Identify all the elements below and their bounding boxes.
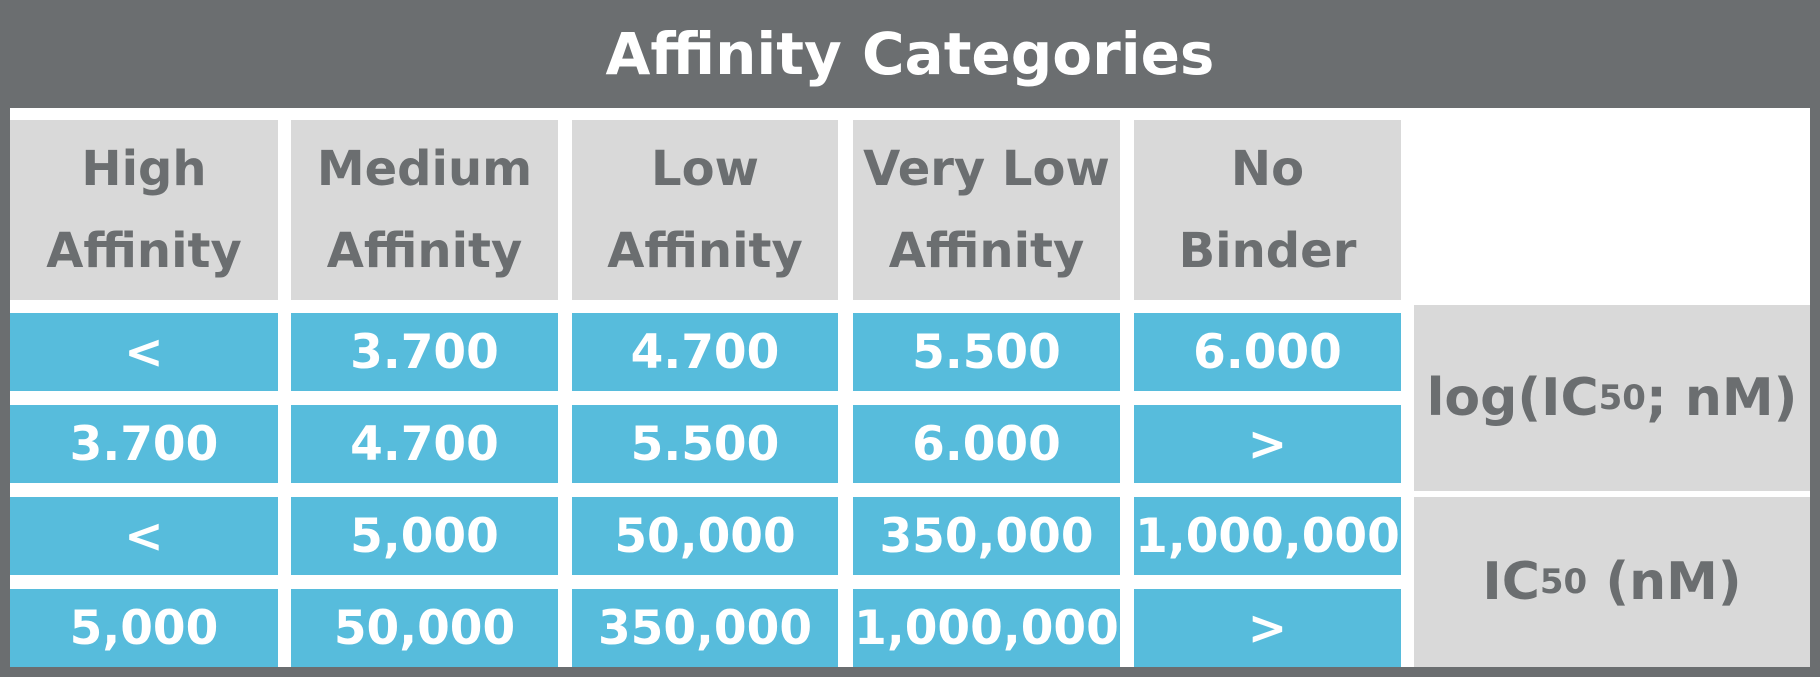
- table-cell: 3.700: [291, 313, 558, 391]
- unit-subscript: 50: [1598, 378, 1646, 418]
- header-line: Affinity: [326, 223, 523, 279]
- table-cell: >: [1134, 405, 1401, 483]
- header-line: Low: [651, 141, 759, 197]
- table-cell: 5.500: [853, 313, 1120, 391]
- table-cell: 50,000: [291, 589, 558, 667]
- table-cell: 50,000: [572, 497, 838, 575]
- header-line: Affinity: [46, 223, 242, 279]
- unit-prefix: IC: [1482, 552, 1540, 612]
- table-cell: 3.700: [10, 405, 278, 483]
- unit-label-ic50: IC 50 (nM): [1414, 497, 1810, 667]
- header-very-low-affinity: Very Low Affinity: [853, 120, 1120, 300]
- table-cell: 1,000,000: [1134, 497, 1401, 575]
- unit-suffix: (nM): [1587, 552, 1742, 612]
- header-low-affinity: Low Affinity: [572, 120, 838, 300]
- table-cell: 4.700: [572, 313, 838, 391]
- table-cell: <: [10, 313, 278, 391]
- header-line: High: [81, 141, 207, 197]
- table-cell: 6.000: [1134, 313, 1401, 391]
- table-cell: 5,000: [291, 497, 558, 575]
- table-cell: 1,000,000: [853, 589, 1120, 667]
- header-no-binder: No Binder: [1134, 120, 1401, 300]
- affinity-table: High Affinity Medium Affinity Low Affini…: [10, 108, 1810, 667]
- unit-subscript: 50: [1539, 562, 1588, 602]
- header-line: Medium: [316, 141, 533, 197]
- unit-suffix: ; nM): [1645, 368, 1798, 428]
- header-medium-affinity: Medium Affinity: [291, 120, 558, 300]
- table-cell: 5.500: [572, 405, 838, 483]
- header-line: Very Low: [863, 141, 1110, 197]
- table-title: Affinity Categories: [605, 20, 1215, 88]
- header-line: Affinity: [888, 223, 1085, 279]
- header-line: No: [1230, 141, 1305, 197]
- table-cell: >: [1134, 589, 1401, 667]
- table-cell: 4.700: [291, 405, 558, 483]
- unit-label-log-ic50: log(IC 50; nM): [1414, 305, 1810, 491]
- table-cell: 350,000: [572, 589, 838, 667]
- table-cell: 5,000: [10, 589, 278, 667]
- table-cell: <: [10, 497, 278, 575]
- header-line: Affinity: [607, 223, 803, 279]
- unit-prefix: log(IC: [1426, 368, 1599, 428]
- table-cell: 6.000: [853, 405, 1120, 483]
- header-line: Binder: [1178, 223, 1357, 279]
- header-high-affinity: High Affinity: [10, 120, 278, 300]
- table-cell: 350,000: [853, 497, 1120, 575]
